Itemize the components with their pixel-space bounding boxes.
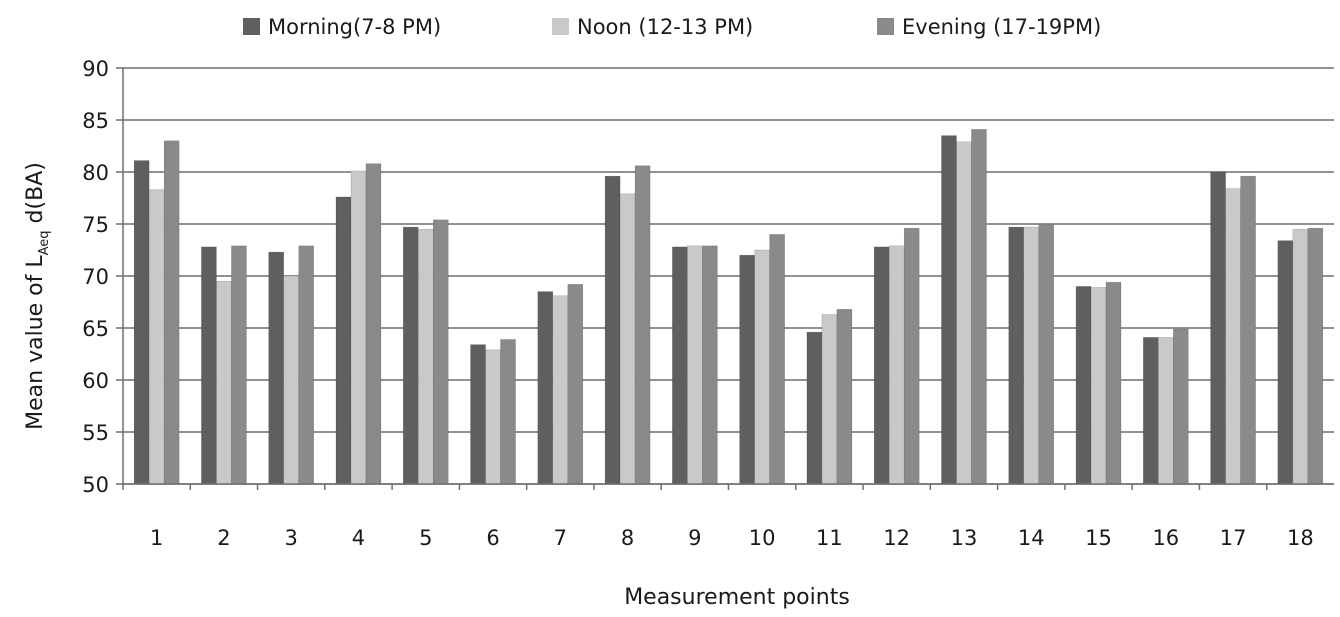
legend-swatch [877, 18, 894, 35]
bar-3-3 [298, 245, 314, 485]
bar-3-4 [365, 163, 382, 485]
x-tick-label: 5 [419, 526, 432, 550]
bar-3-6 [500, 339, 516, 485]
bar-1-1 [133, 160, 150, 485]
y-tick-label: 50 [82, 473, 109, 497]
legend-label: Morning(7-8 PM) [268, 15, 441, 39]
bar-3-18 [1307, 227, 1324, 485]
bar-2-3 [283, 275, 299, 485]
bar-3-13 [971, 129, 987, 485]
x-tick-label: 15 [1085, 526, 1112, 550]
bar-2-4 [350, 170, 367, 485]
bar-2-18 [1292, 228, 1309, 485]
bar-2-11 [821, 314, 838, 485]
x-tick-label: 4 [352, 526, 365, 550]
bar-3-10 [769, 234, 785, 485]
bar-3-14 [1038, 223, 1054, 485]
y-axis-title-subscript: Aeq [37, 230, 52, 255]
y-tick-label: 65 [82, 317, 109, 341]
bar-3-12 [903, 227, 920, 485]
bar-2-5 [418, 228, 434, 485]
bar-2-13 [956, 141, 972, 485]
bar-1-16 [1143, 337, 1159, 485]
gridlines [123, 67, 1334, 485]
bar-1-17 [1210, 171, 1226, 485]
bar-1-2 [201, 246, 217, 485]
bar-1-13 [941, 135, 957, 485]
bar-1-15 [1075, 286, 1092, 485]
bar-2-1 [148, 189, 165, 485]
x-tick-label: 17 [1220, 526, 1247, 550]
bar-2-15 [1090, 287, 1107, 485]
bar-2-14 [1023, 226, 1039, 485]
x-axis-title: Measurement points [624, 585, 850, 610]
x-tick-label: 13 [951, 526, 978, 550]
legend-swatch [243, 18, 260, 35]
bar-3-9 [702, 245, 718, 485]
x-tick-label: 8 [621, 526, 634, 550]
y-axis-title-main: Mean value of L [23, 255, 48, 430]
x-tick-label: 6 [486, 526, 499, 550]
bar-1-18 [1277, 240, 1294, 485]
x-tick-label: 11 [816, 526, 843, 550]
x-tick-label: 3 [285, 526, 298, 550]
x-tick-label: 10 [749, 526, 776, 550]
bar-1-4 [335, 196, 352, 485]
y-axis-title-unit: d(BA) [23, 162, 48, 230]
bar-1-10 [739, 254, 755, 485]
legend-label: Noon (12-13 PM) [577, 15, 753, 39]
y-tick-label: 80 [82, 161, 109, 185]
legend: Morning(7-8 PM) Noon (12-13 PM) Evening (1… [243, 15, 1101, 39]
y-tick-label: 90 [82, 57, 109, 81]
bar-1-5 [403, 226, 419, 485]
bar-2-12 [888, 245, 905, 485]
bar-3-5 [433, 219, 449, 485]
x-tick-label: 16 [1152, 526, 1179, 550]
x-tick-label: 12 [883, 526, 910, 550]
y-tick-label: 85 [82, 109, 109, 133]
y-tick-label: 75 [82, 213, 109, 237]
bar-1-14 [1008, 226, 1024, 485]
x-tick-label: 1 [150, 526, 163, 550]
bar-2-17 [1225, 188, 1241, 485]
bar-1-8 [604, 175, 621, 485]
bar-2-10 [754, 249, 770, 485]
bar-1-9 [672, 246, 688, 485]
bar-1-6 [470, 344, 486, 485]
bar-2-16 [1158, 337, 1174, 485]
x-tick-label: 9 [688, 526, 701, 550]
bar-2-8 [619, 193, 636, 485]
y-axis-title: Mean value of LAeq d(BA) [23, 162, 52, 430]
bars [133, 129, 1324, 485]
legend-swatch [552, 18, 569, 35]
bar-3-8 [634, 165, 651, 485]
bar-1-11 [806, 331, 823, 485]
bar-3-1 [163, 140, 180, 485]
legend-label: Evening (17-19PM) [902, 15, 1101, 39]
y-tick-label: 60 [82, 369, 109, 393]
bar-3-17 [1240, 175, 1256, 485]
x-tick-label: 2 [217, 526, 230, 550]
y-tick-label: 55 [82, 421, 109, 445]
bar-3-11 [836, 309, 853, 485]
x-tick-label: 18 [1287, 526, 1314, 550]
bar-3-7 [567, 284, 584, 485]
bar-3-2 [231, 245, 247, 485]
bar-2-9 [687, 245, 703, 485]
bar-1-7 [537, 291, 554, 485]
bar-3-15 [1105, 281, 1122, 485]
y-tick-label: 70 [82, 265, 109, 289]
bar-1-12 [873, 246, 890, 485]
bar-2-6 [485, 349, 501, 485]
x-tick-label: 14 [1018, 526, 1045, 550]
bar-2-7 [552, 295, 569, 485]
bar-2-2 [216, 280, 232, 485]
x-tick-label: 7 [554, 526, 567, 550]
bar-3-16 [1173, 328, 1189, 485]
bar-1-3 [268, 251, 284, 485]
